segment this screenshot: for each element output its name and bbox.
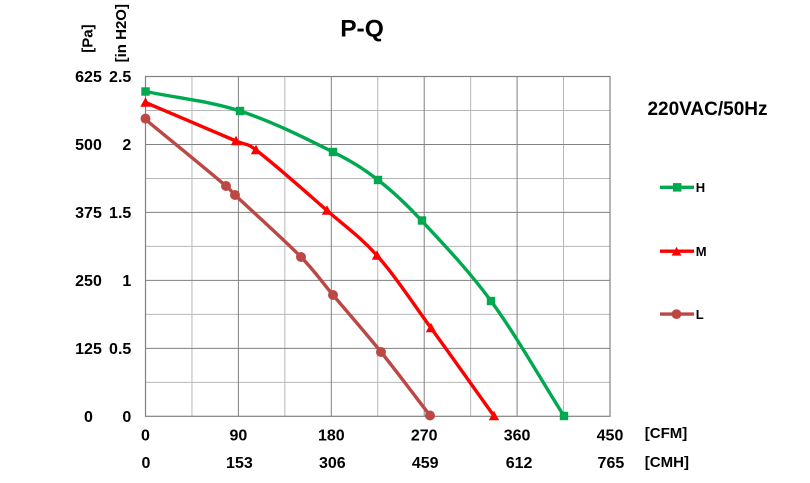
svg-text:765: 765 [598,455,625,472]
svg-text:[CMH]: [CMH] [645,454,689,471]
svg-text:L: L [696,307,704,322]
svg-text:306: 306 [319,455,346,472]
svg-text:360: 360 [504,428,531,445]
svg-text:0: 0 [122,409,131,426]
svg-text:500: 500 [75,137,102,154]
svg-text:220VAC/50Hz: 220VAC/50Hz [647,99,767,120]
svg-text:90: 90 [230,428,248,445]
svg-text:0: 0 [141,428,150,445]
svg-text:[CFM]: [CFM] [645,425,687,442]
svg-text:0.5: 0.5 [109,341,131,358]
svg-text:250: 250 [75,273,102,290]
svg-text:2.5: 2.5 [109,69,131,86]
svg-text:0: 0 [84,409,93,426]
svg-text:1: 1 [122,273,131,290]
svg-text:375: 375 [75,205,102,222]
svg-text:1.5: 1.5 [109,205,131,222]
svg-text:H: H [696,180,705,195]
svg-text:612: 612 [506,455,533,472]
svg-text:[in H2O]: [in H2O] [113,4,130,62]
svg-text:125: 125 [75,341,102,358]
svg-text:153: 153 [226,455,253,472]
svg-text:270: 270 [411,428,438,445]
svg-text:P-Q: P-Q [340,16,384,43]
svg-text:M: M [696,244,707,259]
svg-text:0: 0 [142,455,151,472]
svg-text:[Pa]: [Pa] [80,24,97,52]
svg-text:625: 625 [75,69,102,86]
svg-text:180: 180 [318,428,345,445]
svg-text:2: 2 [122,137,131,154]
svg-text:450: 450 [597,428,624,445]
svg-text:459: 459 [412,455,439,472]
